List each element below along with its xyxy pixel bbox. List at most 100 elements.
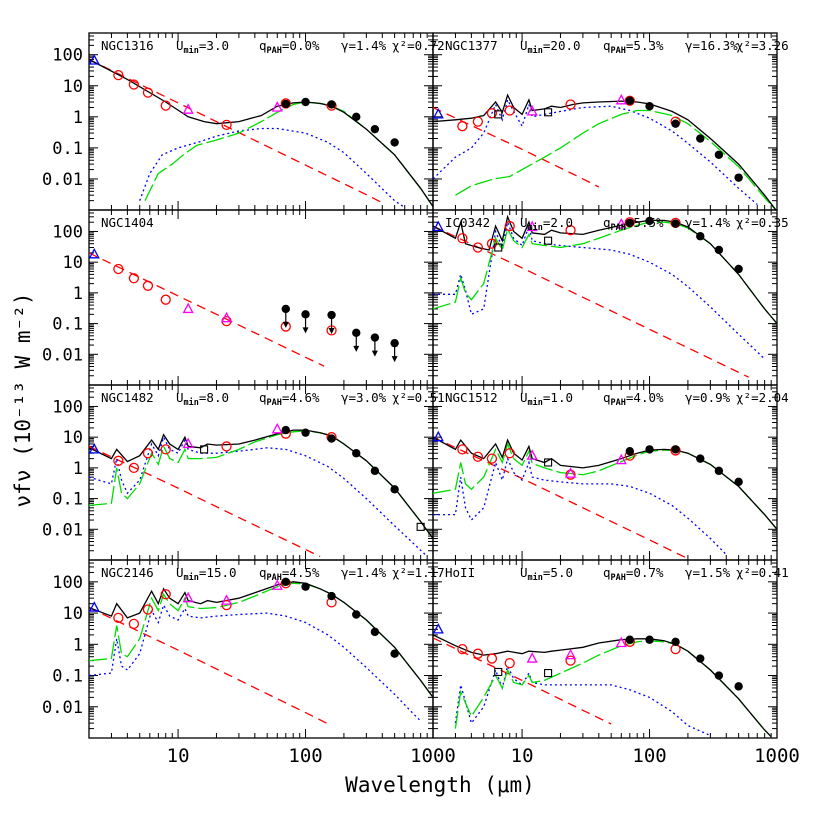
obs-point-circle bbox=[486, 653, 498, 664]
x-tick-label: 10 bbox=[167, 745, 190, 767]
obs-point-circle bbox=[504, 220, 515, 232]
obs-point-square bbox=[416, 522, 425, 531]
obs-point-filled bbox=[281, 99, 291, 109]
obs-point-triangle bbox=[526, 220, 538, 232]
obs-point-circle bbox=[221, 599, 232, 611]
panel-param: Umin=20.0 bbox=[520, 38, 581, 56]
obs-point-triangle bbox=[526, 449, 538, 460]
axis-ticks bbox=[432, 32, 778, 211]
panel-param: γ=16.3% bbox=[685, 38, 738, 53]
y-tick-label: 1 bbox=[73, 635, 83, 655]
obs-point-square bbox=[494, 243, 503, 252]
panel-title: NGC1404 bbox=[101, 215, 154, 230]
stellar-model-line bbox=[433, 637, 612, 725]
obs-point-circle bbox=[113, 612, 124, 624]
plot-area bbox=[433, 93, 777, 210]
obs-point-triangle bbox=[615, 93, 627, 105]
obs-point-filled bbox=[645, 635, 654, 644]
panel-param: γ=1.4% bbox=[341, 38, 387, 53]
sed-panel-ngc1512: NGC1512 Umin=1.0 qPAH=4.0% γ=0.9% χ²=2.04 bbox=[432, 384, 789, 561]
obs-point-filled bbox=[696, 654, 705, 663]
panel-param: γ=3.0% bbox=[341, 390, 387, 405]
obs-point-circle bbox=[221, 441, 232, 452]
obs-point-triangle bbox=[271, 422, 283, 434]
dust-model-line bbox=[433, 219, 766, 360]
sed-panel-ngc2146: 100 10 1 0.1 0.01 NGC2146 Umin=15.0 qPAH=4.5% γ=… bbox=[42, 559, 445, 739]
sed-panel-ngc1377: NGC1377 Umin=20.0 qPAH=5.3% γ=16.3%χ²=3.26 bbox=[432, 32, 789, 211]
x-tick-label: 10 bbox=[511, 745, 534, 767]
obs-point-triangle bbox=[526, 104, 538, 116]
y-tick-label: 100 bbox=[52, 222, 83, 242]
plot-area bbox=[89, 54, 433, 209]
axis-ticks bbox=[432, 384, 778, 561]
obs-point-filled bbox=[327, 100, 336, 109]
obs-point-circle bbox=[472, 242, 484, 253]
pah-model-line bbox=[433, 221, 777, 325]
pah-model-line bbox=[455, 109, 777, 210]
obs-point-filled bbox=[645, 216, 654, 226]
axis-ticks bbox=[88, 559, 434, 739]
obs-point-filled bbox=[390, 649, 399, 658]
total-model-line bbox=[89, 429, 433, 539]
total-model-line bbox=[89, 581, 433, 698]
upper-limit-arrowhead bbox=[282, 321, 289, 328]
obs-point-filled bbox=[370, 627, 380, 637]
panel-title: NGC1482 bbox=[101, 390, 154, 405]
obs-point-circle bbox=[128, 618, 140, 630]
pah-model-line bbox=[144, 101, 433, 207]
obs-point-triangle bbox=[220, 311, 233, 323]
obs-point-circle bbox=[113, 263, 124, 275]
y-tick-label: 0.1 bbox=[52, 315, 83, 335]
panel-param: χ²=1.17 bbox=[392, 565, 445, 580]
obs-point-circle bbox=[565, 99, 576, 110]
obs-point-circle bbox=[624, 95, 635, 106]
y-tick-label: 10 bbox=[63, 428, 83, 448]
obs-point-filled bbox=[390, 485, 399, 494]
obs-point-filled bbox=[714, 671, 724, 680]
y-tick-label: 10 bbox=[63, 253, 83, 273]
stellar-model-line bbox=[89, 58, 383, 204]
obs-point-triangle bbox=[615, 636, 627, 648]
y-tick-label: 1 bbox=[73, 284, 83, 304]
plot-area bbox=[433, 430, 777, 560]
panel-title: NGC2146 bbox=[101, 565, 154, 580]
pah-model-line bbox=[89, 582, 433, 698]
obs-point-filled bbox=[370, 124, 380, 134]
obs-point-circle bbox=[486, 108, 498, 119]
panel-param: Umin=8.0 bbox=[176, 390, 229, 408]
plot-area bbox=[433, 623, 772, 738]
panel-frame bbox=[88, 559, 434, 739]
stellar-model-line bbox=[433, 436, 689, 560]
obs-point-circle bbox=[457, 643, 468, 655]
total-model-line bbox=[433, 214, 777, 325]
panel-frame bbox=[432, 384, 778, 561]
obs-point-square bbox=[544, 108, 553, 117]
obs-point-square bbox=[494, 667, 503, 677]
obs-point-triangle bbox=[615, 453, 627, 465]
panel-param: qPAH=4.0% bbox=[603, 390, 664, 408]
obs-point-circle bbox=[472, 451, 484, 462]
y-tick-label: 10 bbox=[63, 77, 83, 97]
obs-point-circle bbox=[113, 69, 124, 81]
obs-point-circle bbox=[565, 225, 576, 236]
obs-point-circle bbox=[113, 455, 124, 466]
obs-point-filled bbox=[301, 582, 310, 591]
obs-point-circle bbox=[472, 116, 484, 127]
y-tick-label: 0.01 bbox=[42, 345, 83, 365]
upper-limit-point bbox=[301, 310, 310, 319]
obs-point-filled bbox=[714, 150, 724, 159]
obs-point-filled bbox=[352, 610, 361, 619]
obs-point-circle bbox=[142, 280, 154, 291]
axis-ticks bbox=[88, 384, 434, 561]
obs-point-circle bbox=[160, 100, 171, 111]
obs-point-circle bbox=[504, 105, 515, 116]
y-tick-label: 1 bbox=[73, 108, 83, 128]
obs-point-filled bbox=[696, 454, 705, 463]
obs-point-filled bbox=[714, 245, 724, 255]
obs-point-triangle bbox=[564, 467, 577, 478]
panel-title: NGC1316 bbox=[101, 38, 154, 53]
panel-param: Umin=1.0 bbox=[520, 390, 573, 408]
y-tick-label: 100 bbox=[52, 397, 83, 417]
x-axis-title: Wavelength (μm) bbox=[345, 773, 535, 797]
